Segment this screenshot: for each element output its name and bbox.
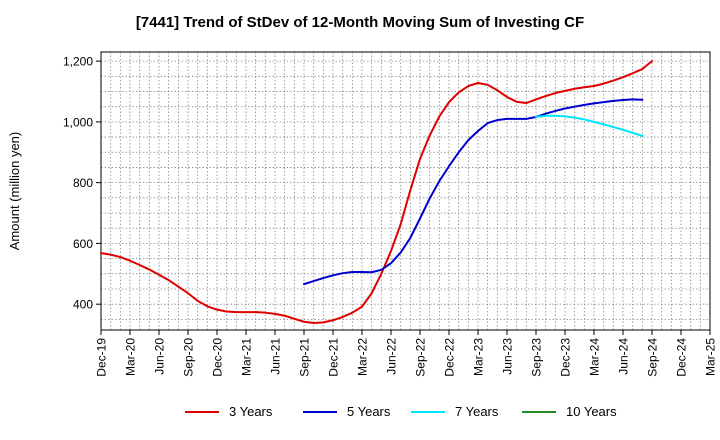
series-lines [100, 60, 653, 325]
y-tick-label: 1,000 [63, 115, 93, 129]
y-tick-label: 400 [73, 298, 93, 312]
legend-swatch [303, 410, 337, 413]
legend-swatch [185, 410, 219, 413]
grid-lines [101, 52, 710, 330]
legend-swatch [411, 410, 445, 413]
chart-title: [7441] Trend of StDev of 12-Month Moving… [135, 14, 585, 31]
x-tick-label: Dec-22 [443, 338, 457, 377]
x-tick-label: Mar-20 [124, 338, 138, 376]
x-tick-label: Dec-24 [675, 338, 689, 377]
x-tick-label: Mar-22 [356, 338, 370, 376]
series-line-5-years [303, 98, 644, 286]
x-tick-label: Mar-21 [240, 338, 254, 376]
legend-label: 5 Years [347, 404, 391, 419]
x-tick-label: Sep-20 [182, 338, 196, 377]
legend-item: 3 Years [185, 404, 272, 419]
x-tick-label: Mar-25 [704, 338, 718, 376]
legend-label: 7 Years [455, 404, 499, 419]
legend-item: 10 Years [522, 404, 617, 419]
x-tick-label: Sep-23 [530, 338, 544, 377]
x-tick-label: Sep-21 [298, 338, 312, 377]
y-axis-label: Amount (million yen) [7, 132, 22, 251]
x-axis-ticks: Dec-19 Mar-20 Jun-20 Sep-20 Dec-20 Mar-21 Jun-… [95, 330, 718, 377]
plot-area [100, 51, 711, 331]
x-tick-label: Jun-22 [385, 338, 399, 375]
x-tick-label: Dec-20 [211, 338, 225, 377]
x-tick-label: Sep-22 [414, 338, 428, 377]
x-tick-label: Mar-24 [588, 338, 602, 376]
series-line-3-years [100, 60, 653, 325]
y-tick-label: 600 [73, 237, 93, 251]
legend-item: 5 Years [303, 404, 390, 419]
series-line-7-years [535, 114, 644, 137]
y-tick-label: 1,200 [63, 55, 93, 69]
x-tick-label: Jun-24 [617, 338, 631, 375]
legend-label: 10 Years [566, 404, 617, 419]
legend: 3 Years 5 Years 7 Years 10 Years [0, 404, 720, 426]
legend-item: 7 Years [411, 404, 498, 419]
x-tick-label: Jun-21 [269, 338, 283, 375]
x-tick-label: Jun-20 [153, 338, 167, 375]
legend-swatch [522, 410, 556, 413]
x-tick-label: Dec-21 [327, 338, 341, 377]
x-tick-label: Mar-23 [472, 338, 486, 376]
x-tick-label: Sep-24 [646, 338, 660, 377]
x-tick-label: Dec-23 [559, 338, 573, 377]
y-axis-ticks: 400 600 800 1,000 1,200 [63, 55, 101, 312]
x-tick-label: Jun-23 [501, 338, 515, 375]
x-tick-label: Dec-19 [95, 338, 109, 377]
y-tick-label: 800 [73, 176, 93, 190]
legend-label: 3 Years [229, 404, 273, 419]
